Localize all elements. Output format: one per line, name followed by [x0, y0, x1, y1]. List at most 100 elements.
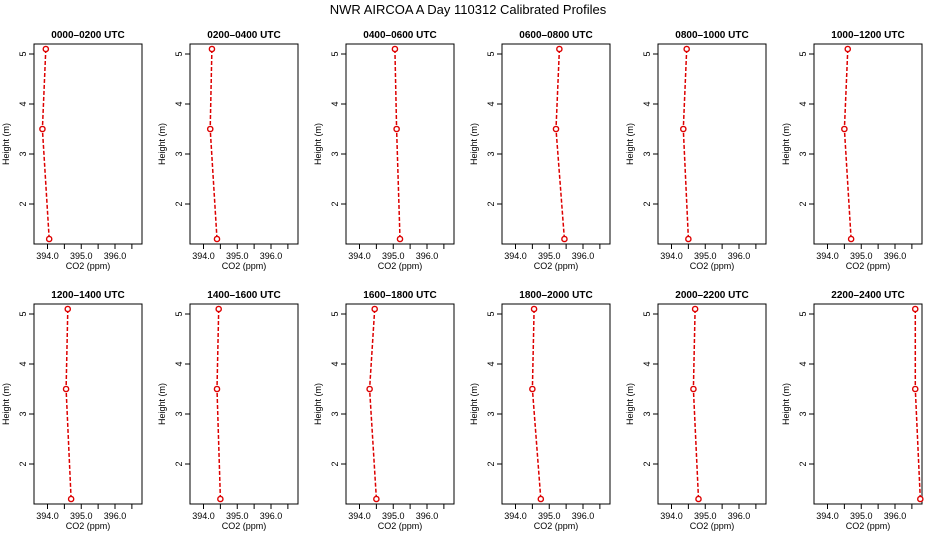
profile-line — [394, 48, 401, 240]
x-tick-label: 396.0 — [884, 251, 907, 261]
x-tick-label: 394.0 — [192, 511, 215, 521]
data-point — [217, 495, 224, 503]
y-tick-label: 3 — [18, 411, 28, 416]
y-tick-label: 5 — [174, 311, 184, 316]
plot-frame — [189, 303, 299, 505]
data-point — [537, 495, 545, 503]
y-tick-label: 3 — [798, 151, 808, 156]
y-tick-label: 5 — [18, 51, 28, 56]
data-point — [529, 385, 536, 393]
x-tick-label: 395.0 — [382, 511, 405, 521]
x-tick-label: 396.0 — [572, 251, 595, 261]
profile-line — [209, 48, 218, 240]
y-tick-label: 2 — [486, 461, 496, 466]
y-tick-label: 3 — [174, 151, 184, 156]
data-point — [39, 125, 46, 133]
y-tick-label: 4 — [330, 101, 340, 106]
y-tick-label: 3 — [486, 151, 496, 156]
y-tick-label: 2 — [486, 201, 496, 206]
profile-line — [914, 309, 922, 500]
x-tick-label: 395.0 — [538, 511, 561, 521]
x-tick-label: 395.0 — [538, 251, 561, 261]
x-tick-label: 394.0 — [36, 251, 59, 261]
x-axis-label: CO2 (ppm) — [222, 521, 267, 531]
data-point — [841, 125, 848, 133]
x-axis-label: CO2 (ppm) — [846, 521, 891, 531]
y-tick-label: 4 — [798, 361, 808, 366]
y-tick-label: 4 — [18, 361, 28, 366]
y-tick-label: 4 — [174, 361, 184, 366]
y-tick-label: 2 — [330, 461, 340, 466]
x-tick-label: 394.0 — [348, 511, 371, 521]
y-tick-label: 2 — [18, 201, 28, 206]
plot-frame — [345, 303, 455, 505]
panel-title: 1400–1600 UTC — [207, 290, 280, 301]
y-tick-label: 2 — [642, 461, 652, 466]
y-tick-label: 2 — [330, 201, 340, 206]
y-axis-label: Height (m) — [1, 383, 11, 425]
panel-title: 0800–1000 UTC — [675, 30, 748, 41]
data-point — [683, 45, 690, 53]
y-tick-label: 2 — [18, 461, 28, 466]
y-tick-label: 2 — [798, 461, 808, 466]
y-axis-label: Height (m) — [313, 123, 323, 165]
y-tick-label: 3 — [330, 411, 340, 416]
x-axis-label: CO2 (ppm) — [66, 261, 111, 271]
x-tick-label: 394.0 — [816, 511, 839, 521]
data-point — [371, 305, 378, 313]
x-tick-label: 396.0 — [884, 511, 907, 521]
x-tick-label: 396.0 — [728, 511, 751, 521]
x-tick-label: 396.0 — [260, 511, 283, 521]
y-axis-label: Height (m) — [1, 123, 11, 165]
profile-line — [682, 48, 690, 240]
data-point — [691, 305, 699, 313]
x-tick-label: 396.0 — [728, 251, 751, 261]
x-tick-label: 394.0 — [816, 251, 839, 261]
profile-line — [65, 308, 72, 500]
y-axis-label: Height (m) — [469, 383, 479, 425]
x-tick-label: 396.0 — [416, 511, 439, 521]
data-point — [366, 385, 373, 393]
x-tick-label: 396.0 — [104, 251, 127, 261]
x-axis-label: CO2 (ppm) — [534, 521, 579, 531]
y-axis-label: Height (m) — [625, 383, 635, 425]
profile-line — [368, 308, 378, 500]
x-tick-label: 395.0 — [226, 511, 249, 521]
panel-title: 0200–0400 UTC — [207, 30, 280, 41]
x-axis-label: CO2 (ppm) — [66, 521, 111, 531]
profile-line — [555, 48, 566, 240]
x-tick-label: 395.0 — [70, 511, 93, 521]
data-point — [213, 235, 221, 243]
y-tick-label: 4 — [642, 101, 652, 106]
y-tick-label: 3 — [174, 411, 184, 416]
data-point — [911, 305, 919, 313]
data-point — [64, 305, 72, 313]
plot-frame — [813, 303, 923, 505]
data-point — [373, 495, 380, 503]
x-axis-label: CO2 (ppm) — [690, 261, 735, 271]
y-axis-label: Height (m) — [157, 123, 167, 165]
plot-frame — [813, 43, 923, 245]
x-tick-label: 395.0 — [382, 251, 405, 261]
y-tick-label: 5 — [486, 51, 496, 56]
y-axis-label: Height (m) — [781, 123, 791, 165]
y-tick-label: 5 — [798, 311, 808, 316]
x-tick-label: 395.0 — [694, 251, 717, 261]
data-point — [917, 495, 924, 503]
panel-title: 2000–2200 UTC — [675, 290, 748, 301]
data-point — [62, 385, 70, 393]
y-tick-label: 5 — [174, 51, 184, 56]
data-point — [530, 305, 538, 313]
x-tick-label: 396.0 — [416, 251, 439, 261]
data-point — [393, 125, 400, 133]
x-tick-label: 395.0 — [850, 251, 873, 261]
y-axis-label: Height (m) — [781, 383, 791, 425]
y-tick-label: 4 — [330, 361, 340, 366]
y-tick-label: 5 — [642, 311, 652, 316]
